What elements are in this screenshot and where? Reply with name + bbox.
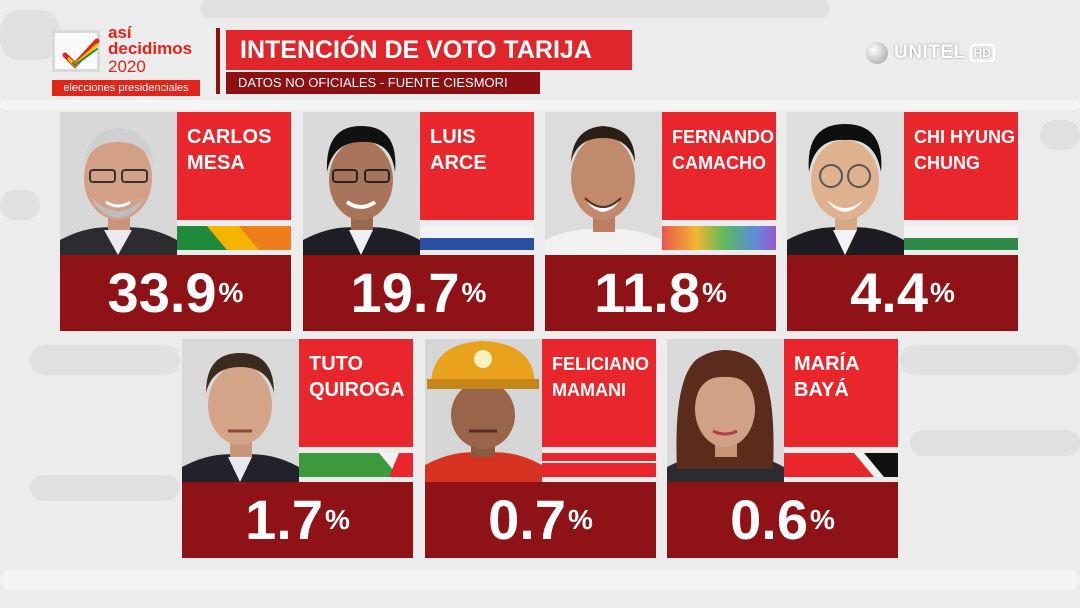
percent-sign: % [929, 277, 955, 308]
candidate-name: FELICIANO MAMANI [542, 339, 656, 447]
vote-percentage: 0.6% [667, 482, 898, 558]
candidate-last-name: BAYÁ [794, 379, 849, 401]
candidate-name: MARÍA BAYÁ [784, 339, 898, 447]
vote-percentage: 33.9% [60, 255, 291, 331]
percent-sign: % [218, 277, 244, 308]
header-accent-bar [216, 28, 220, 94]
logo-text-year: 2020 [108, 57, 146, 76]
broadcaster-globe-icon [866, 42, 888, 64]
ballot-box-icon [52, 30, 100, 72]
background-streak [0, 570, 1080, 590]
broadcaster-logo: UNITEL HD [866, 40, 995, 66]
background-streak [910, 430, 1080, 456]
percent-sign: % [702, 277, 727, 308]
candidate-first-name: CARLOS [187, 126, 272, 148]
page-title: INTENCIÓN DE VOTO TARIJA [226, 30, 632, 70]
party-color-stripe [177, 226, 291, 250]
candidate-photo [425, 339, 542, 482]
background-streak [1040, 120, 1080, 150]
page-subtitle: DATOS NO OFICIALES - FUENTE CIESMORI [226, 72, 540, 94]
candidate-first-name: TUTO [309, 353, 364, 375]
percentage-value: 11.8 [594, 261, 700, 324]
checkmark-icon [62, 38, 100, 69]
candidate-card: TUTO QUIROGA 1.7% [182, 339, 413, 558]
candidate-card: LUIS ARCE 19.7% [303, 112, 534, 331]
candidate-card: CARLOS MESA 33.9% [60, 112, 291, 331]
background-streak [900, 345, 1080, 375]
percent-sign: % [324, 504, 350, 535]
candidate-photo [303, 112, 420, 255]
candidate-card: FERNANDO CAMACHO 11.8% [545, 112, 776, 331]
hd-badge: HD [969, 44, 995, 62]
vote-percentage: 1.7% [182, 482, 413, 558]
background-streak [0, 10, 60, 60]
background-streak [0, 190, 40, 220]
percent-sign: % [809, 504, 835, 535]
candidate-name: TUTO QUIROGA [299, 339, 413, 447]
candidate-last-name: CHUNG [914, 153, 980, 173]
background-streak [30, 345, 180, 375]
background-streak [200, 0, 830, 18]
party-color-stripe [904, 226, 1018, 250]
candidate-photo [667, 339, 784, 482]
percentage-value: 33.9 [107, 261, 217, 324]
candidate-photo [60, 112, 177, 255]
candidate-card: FELICIANO MAMANI 0.7% [425, 339, 656, 558]
background-streak [30, 475, 180, 501]
candidate-first-name: LUIS [430, 126, 476, 148]
party-color-stripe [662, 226, 776, 250]
logo-text-line2: decidimos [108, 39, 193, 58]
candidate-name: CARLOS MESA [177, 112, 291, 220]
logo-text-line1: así [108, 23, 132, 42]
percent-sign: % [461, 277, 487, 308]
percentage-value: 19.7 [350, 261, 460, 324]
vote-percentage: 0.7% [425, 482, 656, 558]
logo-subtitle: elecciones presidenciales [52, 80, 200, 96]
party-color-stripe [420, 226, 534, 250]
election-logo: así decidimos 2020 elecciones presidenci… [52, 24, 202, 98]
vote-percentage: 11.8% [545, 255, 776, 331]
candidate-last-name: CAMACHO [672, 153, 766, 173]
candidate-photo [787, 112, 904, 255]
party-color-stripe [299, 453, 413, 477]
candidate-card: CHI HYUNG CHUNG 4.4% [787, 112, 1018, 331]
percent-sign: % [567, 504, 593, 535]
candidate-photo [182, 339, 299, 482]
candidate-card: MARÍA BAYÁ 0.6% [667, 339, 898, 558]
candidate-last-name: MESA [187, 152, 245, 174]
candidate-first-name: CHI HYUNG [914, 127, 1016, 147]
vote-percentage: 4.4% [787, 255, 1018, 331]
candidate-first-name: MARÍA [794, 353, 860, 375]
candidate-last-name: ARCE [430, 152, 487, 174]
vote-percentage: 19.7% [303, 255, 534, 331]
party-color-stripe [542, 453, 656, 477]
percentage-value: 0.7 [488, 488, 566, 551]
candidate-first-name: FERNANDO [672, 127, 774, 147]
percentage-value: 4.4 [850, 261, 928, 324]
background-streak [0, 100, 1080, 110]
candidate-photo [545, 112, 662, 255]
candidate-first-name: FELICIANO [552, 354, 649, 374]
party-color-stripe [784, 453, 898, 477]
candidate-last-name: MAMANI [552, 380, 626, 400]
broadcaster-name: UNITEL [894, 42, 966, 63]
candidate-name: CHI HYUNG CHUNG [904, 112, 1018, 220]
candidate-name: LUIS ARCE [420, 112, 534, 220]
percentage-value: 0.6 [730, 488, 808, 551]
percentage-value: 1.7 [245, 488, 323, 551]
candidate-name: FERNANDO CAMACHO [662, 112, 776, 220]
candidate-last-name: QUIROGA [309, 379, 405, 401]
